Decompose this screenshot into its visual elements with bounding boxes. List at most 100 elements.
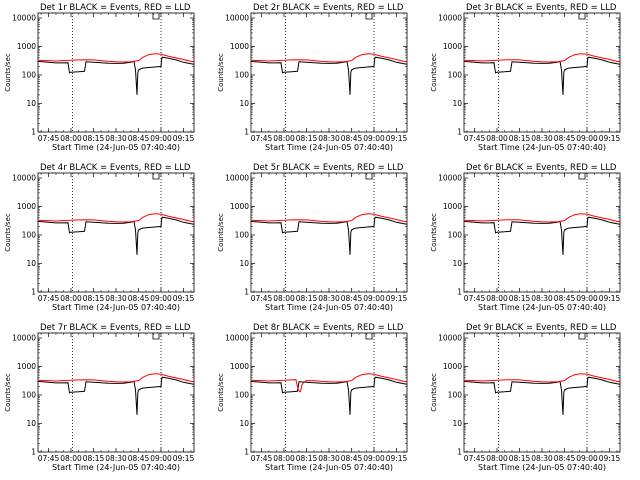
plot-frame [250,12,408,133]
plot-frame [463,332,621,453]
x-tick-label: 08:30 [318,134,340,143]
y-axis-label: Counts/sec [217,53,225,92]
plot-frame [37,332,195,453]
lld-series-line [250,53,408,63]
x-tick-label: 08:15 [509,294,531,303]
panel-title: Det 6r BLACK = Events, RED = LLD [466,163,617,173]
top-marker [365,13,373,20]
x-tick-label: 09:00 [363,134,385,143]
lld-series-line [37,213,195,223]
y-tick-label: 100 [235,231,250,240]
y-tick-label: 100 [448,71,463,80]
events-series-line [250,376,408,415]
x-tick-label: 08:30 [531,294,553,303]
y-tick-label: 1000 [17,42,36,51]
y-tick-label: 100 [448,391,463,400]
events-series-line [250,56,408,95]
y-tick-label: 10 [239,259,249,268]
y-tick-label: 10000 [225,174,249,183]
y-tick-label: 10000 [438,334,462,343]
x-tick-label: 09:00 [576,294,598,303]
plot-frame [250,172,408,293]
y-axis-label: Counts/sec [4,53,12,92]
top-marker [578,13,586,20]
x-tick-label: 09:15 [386,294,408,303]
y-tick-label: 100 [235,71,250,80]
x-axis-label: Start Time (24-Jun-05 07:40:40) [52,303,180,312]
top-marker [152,13,160,20]
x-tick-label: 08:15 [509,134,531,143]
x-tick-label: 08:15 [83,134,105,143]
x-tick-label: 08:15 [509,454,531,463]
panel-title: Det 8r BLACK = Events, RED = LLD [253,323,404,333]
y-axis-label: Counts/sec [430,373,438,412]
x-axis-label: Start Time (24-Jun-05 07:40:40) [265,303,393,312]
x-tick-label: 09:15 [599,294,621,303]
y-tick-label: 1000 [17,202,36,211]
y-axis-label: Counts/sec [217,373,225,412]
x-tick-label: 07:45 [38,294,60,303]
x-tick-label: 09:00 [150,134,172,143]
panel-3: Det 3r BLACK = Events, RED = LLD 1 10 100 10… [430,3,621,152]
y-tick-label: 1000 [443,42,462,51]
x-tick-label: 08:00 [60,134,82,143]
y-axis-label: Counts/sec [430,53,438,92]
x-tick-label: 08:45 [341,294,363,303]
y-tick-label: 1000 [443,362,462,371]
x-tick-label: 08:00 [486,134,508,143]
y-tick-label: 10000 [438,174,462,183]
x-axis-label: Start Time (24-Jun-05 07:40:40) [265,463,393,472]
x-tick-label: 07:45 [251,294,273,303]
x-tick-label: 09:15 [599,454,621,463]
x-tick-label: 08:15 [296,134,318,143]
y-axis-label: Counts/sec [217,213,225,252]
events-series-line [463,216,621,255]
panel-title: Det 1r BLACK = Events, RED = LLD [40,3,191,13]
x-tick-label: 08:45 [341,454,363,463]
plot-frame [463,12,621,133]
x-tick-label: 08:15 [83,294,105,303]
y-tick-label: 10000 [225,334,249,343]
x-tick-label: 08:30 [105,134,127,143]
top-marker [365,173,373,180]
x-tick-label: 08:30 [531,454,553,463]
top-marker [578,173,586,180]
y-tick-label: 1 [457,288,462,297]
x-tick-label: 08:45 [128,454,150,463]
top-marker [365,333,373,340]
x-tick-label: 09:00 [363,454,385,463]
x-tick-label: 08:30 [105,294,127,303]
x-tick-label: 09:00 [576,454,598,463]
top-marker [578,333,586,340]
x-axis-label: Start Time (24-Jun-05 07:40:40) [52,143,180,152]
x-axis-label: Start Time (24-Jun-05 07:40:40) [478,303,606,312]
y-tick-label: 1 [244,288,249,297]
panel-2: Det 2r BLACK = Events, RED = LLD 1 10 100 10… [217,3,408,152]
x-tick-label: 09:15 [386,454,408,463]
panel-title: Det 3r BLACK = Events, RED = LLD [466,3,617,13]
x-tick-label: 08:30 [318,294,340,303]
panel-title: Det 4r BLACK = Events, RED = LLD [40,163,191,173]
y-axis-label: Counts/sec [4,373,12,412]
y-tick-label: 100 [448,231,463,240]
y-tick-label: 1000 [443,202,462,211]
x-tick-label: 07:45 [464,134,486,143]
y-tick-label: 10000 [12,174,36,183]
y-tick-label: 1 [244,128,249,137]
x-tick-label: 08:00 [273,134,295,143]
x-tick-label: 07:45 [464,294,486,303]
top-marker [152,333,160,340]
x-tick-label: 07:45 [38,454,60,463]
x-tick-label: 07:45 [251,134,273,143]
events-series-line [37,376,195,415]
x-tick-label: 08:00 [273,454,295,463]
x-axis-label: Start Time (24-Jun-05 07:40:40) [478,463,606,472]
x-tick-label: 08:45 [554,454,576,463]
panel-title: Det 7r BLACK = Events, RED = LLD [40,323,191,333]
plot-frame [37,12,195,133]
y-tick-label: 1 [244,448,249,457]
events-series-line [250,216,408,255]
panel-title: Det 9r BLACK = Events, RED = LLD [466,323,617,333]
y-tick-label: 1000 [17,362,36,371]
